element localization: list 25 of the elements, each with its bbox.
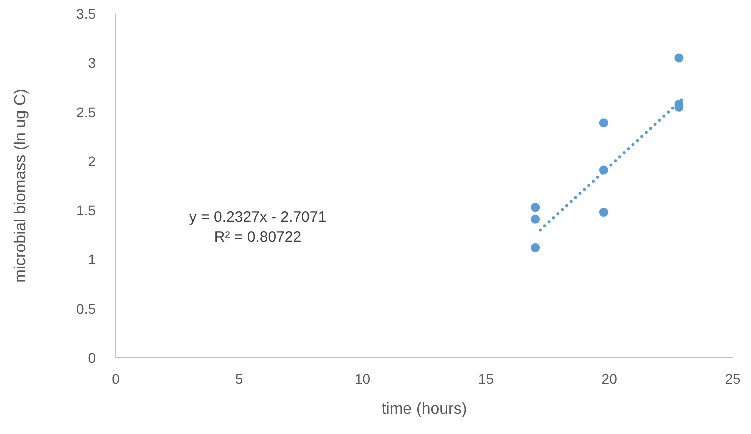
- x-axis-title: time (hours): [382, 401, 468, 418]
- x-tick-label: 10: [355, 370, 371, 387]
- x-tick-label: 25: [725, 370, 741, 387]
- y-tick-label: 3.5: [76, 6, 96, 22]
- point: [599, 208, 608, 218]
- x-tick-label: 15: [478, 370, 494, 387]
- x-tick-label: 20: [602, 370, 618, 387]
- y-tick-label: 2.5: [76, 104, 96, 120]
- point: [531, 214, 540, 224]
- x-tick-label: 5: [236, 370, 244, 387]
- point: [531, 203, 540, 212]
- y-tick-label: 2: [88, 153, 96, 170]
- point: [674, 54, 684, 63]
- annotation: R² = 0.80722: [213, 228, 303, 248]
- y-tick-label: 0: [88, 350, 96, 366]
- point: [599, 118, 608, 128]
- point: [599, 166, 608, 175]
- x-tick-label: 0: [112, 370, 120, 387]
- point: [531, 243, 540, 252]
- y-tick-label: 1.5: [76, 202, 96, 219]
- y-tick-label: 1: [88, 252, 96, 268]
- y-tick-label: 0.5: [76, 300, 96, 317]
- y-tick-label: 3: [88, 55, 96, 72]
- annotation: y = 0.2327x - 2.7071: [188, 208, 328, 228]
- y-axis-title: microbial biomass (ln ug C): [12, 89, 30, 283]
